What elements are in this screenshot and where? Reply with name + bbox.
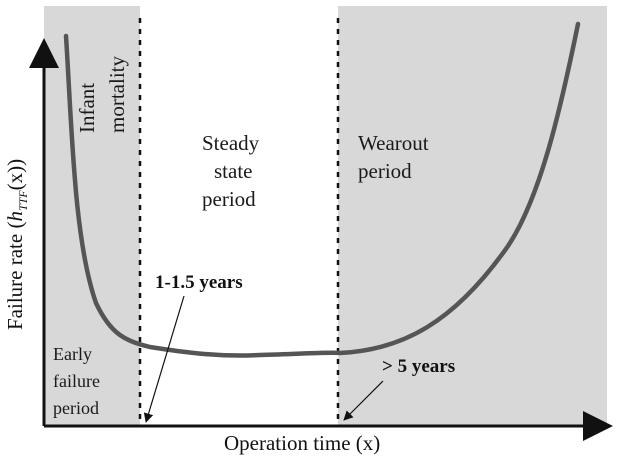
y-axis-label-prefix: Failure rate ( [3, 222, 27, 330]
y-axis-label: Failure rate (hTTF(x)) [3, 159, 30, 330]
failure-rate-curve [63, 21, 581, 358]
state-label-line: state [214, 159, 252, 183]
left-shaded-region [44, 6, 140, 426]
wearout-boundary-arrow [343, 380, 384, 421]
y-axis-label-suffix: (x)) [3, 159, 27, 190]
failure-label-line: failure [53, 371, 100, 391]
svg-text:mortality: mortality [105, 56, 129, 133]
early-label-line: Early [53, 344, 92, 364]
right-shaded-region [338, 6, 607, 426]
steady-label-line: Steady [202, 131, 260, 155]
y-axis-label-symbol: h [3, 211, 27, 222]
early-boundary-callout: 1-1.5 years [155, 272, 243, 293]
wearout-label: Wearout period [358, 131, 429, 183]
wearout-label-line: Wearout [358, 131, 429, 155]
y-axis-label-subscript: TTF [16, 190, 30, 211]
steady-state-label: Steady state period [202, 131, 260, 211]
x-axis-label: Operation time (x) [224, 431, 380, 455]
early-period-label-line: period [53, 398, 99, 418]
svg-text:Infant: Infant [75, 83, 99, 133]
early-failure-label: Early failure period [53, 344, 100, 418]
infant-mortality-label: Infant mortality [75, 56, 129, 133]
wearout-period-label-line: period [358, 159, 412, 183]
mortality-label-line: mortality [105, 56, 129, 133]
wearout-boundary-callout: > 5 years [382, 356, 455, 377]
early-boundary-arrow [143, 295, 185, 423]
infant-label-line: Infant [75, 83, 99, 133]
period-label-line: period [202, 187, 256, 211]
